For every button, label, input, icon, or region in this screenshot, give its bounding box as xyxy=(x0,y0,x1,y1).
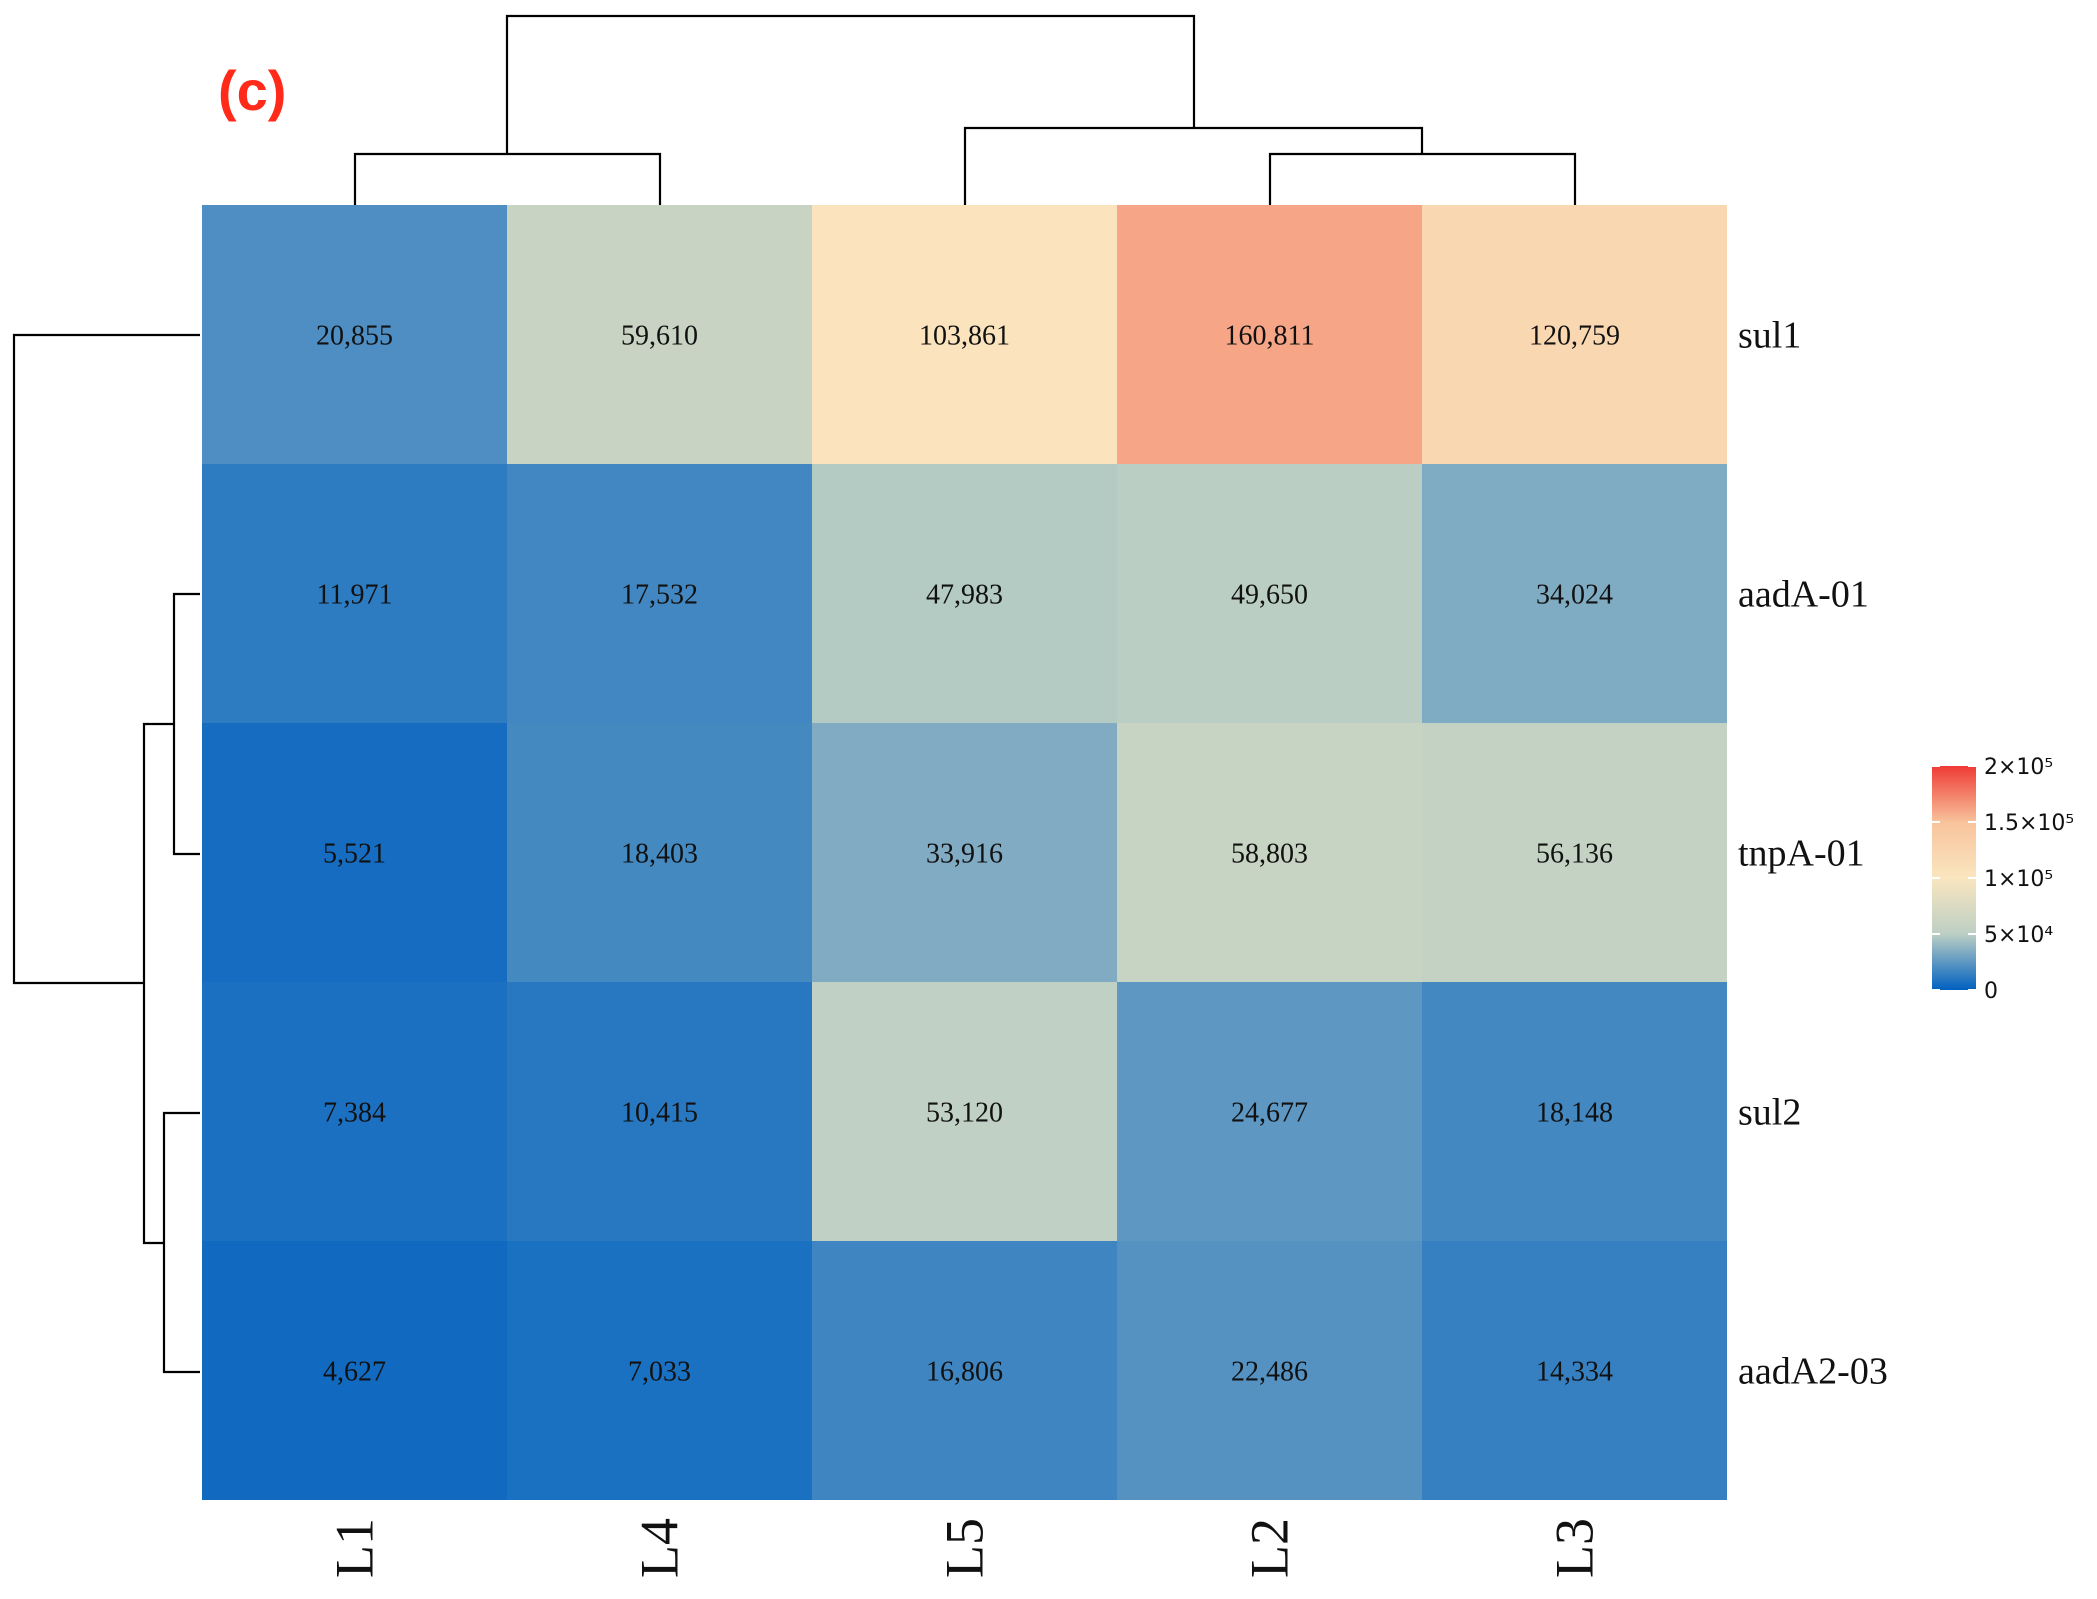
legend-tick-label: 5×10⁴ xyxy=(1984,923,2053,948)
heatmap-cell xyxy=(202,982,507,1241)
column-label: L3 xyxy=(1545,1518,1605,1578)
row-label: sul2 xyxy=(1738,1092,1801,1134)
row-dendrogram xyxy=(12,333,200,1374)
cell-value-label: 20,855 xyxy=(316,321,393,352)
legend-tick-label: 2×10⁵ xyxy=(1984,755,2053,780)
column-dendrogram xyxy=(353,14,1577,205)
heatmap-cell xyxy=(1422,1241,1727,1500)
cell-value-label: 58,803 xyxy=(1231,839,1308,870)
row-labels: sul1 aadA-01 tnpA-01 sul2 aadA2-03 xyxy=(1738,315,1888,1393)
color-legend-ticks: 2×10⁵ 1.5×10⁵ 1×10⁵ 5×10⁴ 0 xyxy=(1932,755,2074,1004)
heatmap-cell xyxy=(812,464,1117,723)
row-label: aadA-01 xyxy=(1738,574,1869,616)
cell-value-label: 17,532 xyxy=(621,580,698,611)
row-label: sul1 xyxy=(1738,315,1801,357)
heatmap-cell xyxy=(202,464,507,723)
legend-tick-label: 1.5×10⁵ xyxy=(1984,811,2074,836)
heatmap-cell xyxy=(1422,982,1727,1241)
heatmap-cell xyxy=(1117,205,1422,464)
cell-value-label: 56,136 xyxy=(1536,839,1613,870)
cell-value-label: 7,384 xyxy=(323,1098,386,1129)
heatmap-cell-labels: 20,855 59,610 103,861 160,811 120,759 11,971 1… xyxy=(316,321,1620,1388)
heatmap-cell xyxy=(507,723,812,982)
cell-value-label: 103,861 xyxy=(919,321,1010,352)
cell-value-label: 24,677 xyxy=(1231,1098,1308,1129)
heatmap-cell xyxy=(812,723,1117,982)
heatmap-cell xyxy=(812,1241,1117,1500)
cell-value-label: 34,024 xyxy=(1536,580,1613,611)
cell-value-label: 5,521 xyxy=(323,839,386,870)
heatmap-cell xyxy=(202,1241,507,1500)
heatmap-cell xyxy=(812,205,1117,464)
cell-value-label: 7,033 xyxy=(628,1357,691,1388)
row-label: tnpA-01 xyxy=(1738,833,1865,875)
heatmap-cell xyxy=(507,1241,812,1500)
heatmap-cell xyxy=(507,982,812,1241)
heatmap-cell xyxy=(507,464,812,723)
heatmap-cell xyxy=(1117,723,1422,982)
legend-tick-label: 1×10⁵ xyxy=(1984,867,2053,892)
cell-value-label: 11,971 xyxy=(317,580,393,611)
cell-value-label: 49,650 xyxy=(1231,580,1308,611)
heatmap-cell xyxy=(1422,464,1727,723)
cell-value-label: 33,916 xyxy=(926,839,1003,870)
heatmap-cell xyxy=(507,205,812,464)
column-label: L1 xyxy=(325,1518,385,1578)
panel-label: (c) xyxy=(218,59,286,122)
row-label: aadA2-03 xyxy=(1738,1351,1888,1393)
legend-tick-label: 0 xyxy=(1984,979,1998,1004)
color-legend: 2×10⁵ 1.5×10⁵ 1×10⁵ 5×10⁴ 0 xyxy=(1932,755,2074,1004)
heatmap-cell xyxy=(1117,464,1422,723)
cell-value-label: 18,403 xyxy=(621,839,698,870)
column-label: L2 xyxy=(1240,1518,1300,1578)
cell-value-label: 120,759 xyxy=(1529,321,1620,352)
cell-value-label: 10,415 xyxy=(621,1098,698,1129)
heatmap-cells xyxy=(202,205,1727,1500)
heatmap-cell xyxy=(202,723,507,982)
cell-value-label: 22,486 xyxy=(1231,1357,1308,1388)
heatmap-cell xyxy=(812,982,1117,1241)
heatmap-cell xyxy=(1117,982,1422,1241)
cell-value-label: 59,610 xyxy=(621,321,698,352)
cell-value-label: 14,334 xyxy=(1536,1357,1613,1388)
heatmap-cell xyxy=(1117,1241,1422,1500)
column-label: L4 xyxy=(630,1518,690,1578)
heatmap-cell xyxy=(1422,205,1727,464)
cell-value-label: 160,811 xyxy=(1225,321,1315,352)
cell-value-label: 16,806 xyxy=(926,1357,1003,1388)
heatmap-cell xyxy=(202,205,507,464)
column-label: L5 xyxy=(935,1518,995,1578)
cell-value-label: 4,627 xyxy=(323,1357,386,1388)
cell-value-label: 18,148 xyxy=(1536,1098,1613,1129)
heatmap-cell xyxy=(1422,723,1727,982)
cell-value-label: 47,983 xyxy=(926,580,1003,611)
column-labels: L1 L4 L5 L2 L3 xyxy=(325,1518,1605,1578)
cell-value-label: 53,120 xyxy=(926,1098,1003,1129)
